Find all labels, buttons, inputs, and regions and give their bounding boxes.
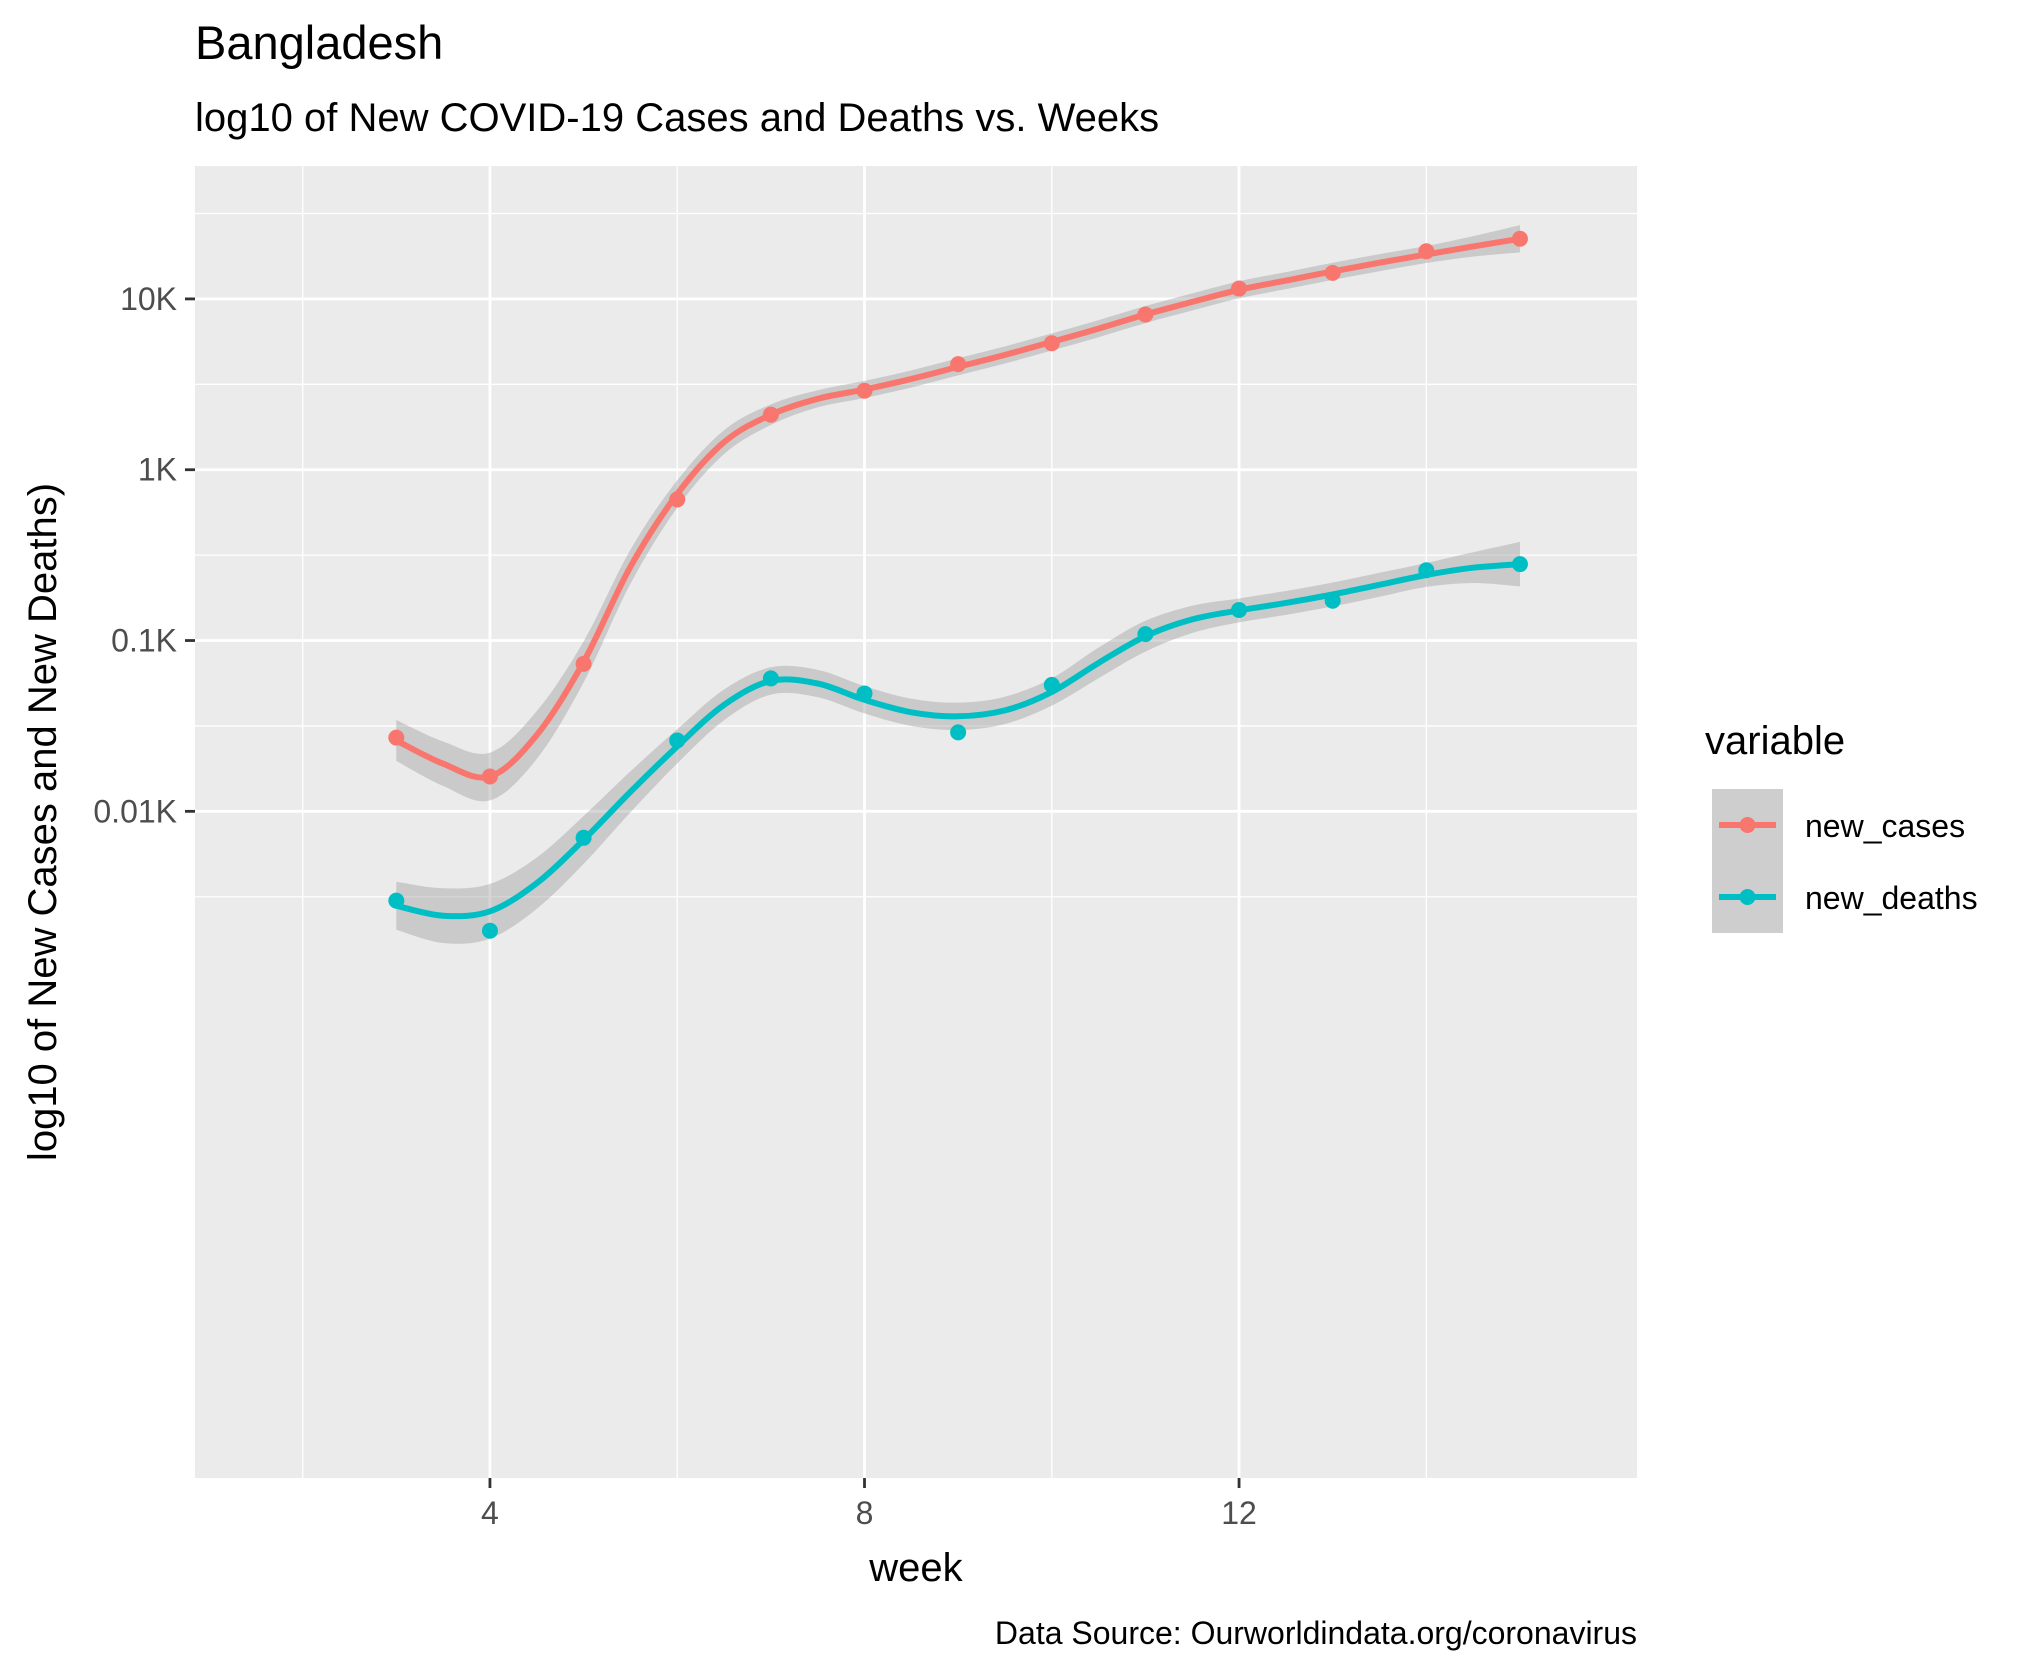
data-point-new_cases <box>762 406 779 423</box>
data-point-new_deaths <box>1511 556 1528 573</box>
x-axis-title: week <box>868 1546 963 1590</box>
data-points <box>388 230 1528 939</box>
data-point-new_deaths <box>481 922 498 939</box>
x-axis: 4 8 12 <box>481 1478 1257 1531</box>
data-point-new_cases <box>856 382 873 399</box>
data-point-new_cases <box>1043 335 1060 352</box>
x-tick-label: 8 <box>856 1495 874 1531</box>
chart-title: Bangladesh <box>195 16 443 69</box>
data-point-new_cases <box>1418 243 1435 260</box>
data-point-new_deaths <box>1043 676 1060 693</box>
data-point-new_cases <box>669 491 686 508</box>
data-point-new_cases <box>1231 280 1248 297</box>
y-tick-label: 0.01K <box>93 793 177 829</box>
data-point-new_deaths <box>1418 562 1435 579</box>
data-point-new_cases <box>575 655 592 672</box>
x-tick-label: 4 <box>481 1495 499 1531</box>
data-point-new_deaths <box>1137 626 1154 643</box>
data-point-new_cases <box>950 356 967 373</box>
data-point-new_deaths <box>575 829 592 846</box>
caption: Data Source: Ourworldindata.org/coronavi… <box>995 1615 1637 1651</box>
confidence-band-new_cases <box>396 225 1520 802</box>
data-point-new_cases <box>1324 264 1341 281</box>
data-point-new_deaths <box>388 892 405 909</box>
data-point-new_cases <box>1137 306 1154 323</box>
data-point-new_cases <box>1511 230 1528 247</box>
data-point-new_cases <box>481 768 498 785</box>
legend: variable new_cases new_deaths <box>1705 719 1978 933</box>
data-point-new_cases <box>388 729 405 746</box>
y-axis: 0.01K 0.1K 1K 10K <box>93 281 195 829</box>
y-tick-label: 0.1K <box>111 623 177 659</box>
data-point-new_deaths <box>1324 592 1341 609</box>
data-point-new_deaths <box>856 685 873 702</box>
data-point-new_deaths <box>950 724 967 741</box>
data-point-new_deaths <box>1231 601 1248 618</box>
legend-label-new_deaths: new_deaths <box>1805 880 1978 916</box>
legend-title: variable <box>1705 719 1845 763</box>
legend-key-point <box>1739 817 1756 833</box>
minor-gridlines <box>195 166 1637 1478</box>
y-axis-title: log10 of New Cases and New Deaths) <box>21 483 65 1161</box>
data-point-new_deaths <box>762 670 779 687</box>
legend-label-new_cases: new_cases <box>1805 808 1965 844</box>
plot-panel <box>195 166 1637 1478</box>
chart-subtitle: log10 of New COVID-19 Cases and Deaths v… <box>195 96 1159 140</box>
x-tick-label: 12 <box>1221 1495 1257 1531</box>
y-tick-label: 10K <box>120 281 177 317</box>
legend-key-point <box>1739 889 1756 905</box>
y-tick-label: 1K <box>138 452 177 488</box>
data-point-new_deaths <box>669 732 686 749</box>
